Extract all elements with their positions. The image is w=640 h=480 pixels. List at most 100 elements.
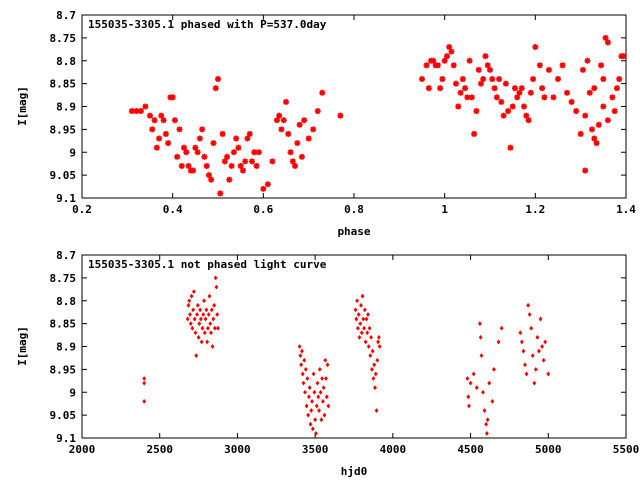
unphased-data-point bbox=[188, 321, 193, 327]
phased-data-point bbox=[287, 149, 294, 156]
unphased-x-tick-label: 3000 bbox=[224, 443, 251, 456]
phased-y-tick-label: 8.75 bbox=[50, 32, 77, 45]
phased-data-point bbox=[260, 185, 267, 192]
unphased-data-point bbox=[314, 431, 318, 436]
unphased-data-point bbox=[484, 431, 489, 436]
unphased-data-point bbox=[322, 412, 327, 418]
unphased-data-point bbox=[324, 376, 328, 381]
unphased-y-tick-label: 8.9 bbox=[56, 341, 76, 354]
unphased-data-point bbox=[321, 385, 326, 391]
phased-y-tick-label: 9 bbox=[69, 146, 76, 159]
phased-data-point bbox=[171, 117, 178, 124]
phased-data-point bbox=[208, 176, 215, 183]
phased-data-point bbox=[616, 76, 623, 83]
phased-data-point bbox=[498, 98, 505, 105]
unphased-y-tick-label: 8.8 bbox=[56, 295, 76, 308]
unphased-data-point bbox=[195, 312, 199, 317]
unphased-data-point bbox=[358, 321, 363, 327]
unphased-data-point bbox=[478, 334, 483, 340]
phased-data-point bbox=[518, 85, 525, 92]
unphased-data-point bbox=[465, 376, 470, 381]
phased-data-point bbox=[521, 103, 527, 110]
unphased-data-point bbox=[198, 307, 203, 313]
unphased-data-point bbox=[211, 316, 216, 322]
phased-data-point bbox=[294, 140, 301, 147]
unphased-data-point bbox=[468, 380, 473, 386]
phased-data-point bbox=[598, 62, 605, 69]
unphased-data-point bbox=[471, 371, 476, 377]
unphased-data-point bbox=[491, 366, 496, 372]
unphased-data-point bbox=[319, 417, 324, 423]
phased-y-tick-label: 8.85 bbox=[50, 78, 77, 91]
phased-data-point bbox=[273, 117, 280, 124]
phased-data-point bbox=[158, 112, 165, 119]
phased-data-point bbox=[425, 85, 432, 92]
phased-data-point bbox=[507, 144, 514, 151]
phased-data-point bbox=[511, 85, 518, 92]
unphased-x-tick-label: 2500 bbox=[146, 443, 173, 456]
unphased-data-point bbox=[365, 330, 370, 336]
phased-data-point bbox=[437, 85, 444, 92]
phased-data-point bbox=[434, 62, 441, 69]
unphased-data-point bbox=[309, 408, 314, 413]
unphased-data-point bbox=[205, 339, 210, 345]
phased-data-point bbox=[579, 66, 586, 73]
unphased-data-point bbox=[482, 408, 487, 413]
phased-data-point bbox=[196, 135, 203, 142]
unphased-data-point bbox=[363, 339, 368, 345]
phased-y-tick-label: 9.05 bbox=[50, 169, 77, 182]
phased-data-point bbox=[142, 103, 149, 110]
unphased-data-point bbox=[540, 344, 544, 349]
phased-data-point bbox=[151, 117, 158, 124]
phased-data-point bbox=[181, 144, 187, 151]
phased-data-point bbox=[305, 135, 312, 142]
phased-x-label: phase bbox=[337, 225, 370, 238]
phased-data-point bbox=[147, 112, 153, 119]
unphased-data-point bbox=[359, 330, 364, 336]
phased-data-point bbox=[573, 108, 580, 115]
unphased-points bbox=[142, 275, 551, 436]
phased-data-point bbox=[289, 158, 296, 165]
unphased-data-point bbox=[359, 302, 363, 308]
unphased-data-point bbox=[364, 316, 369, 322]
phased-data-point bbox=[239, 167, 246, 174]
phased-title: 155035-3305.1 phased with P=537.0day bbox=[88, 18, 327, 31]
unphased-data-point bbox=[185, 316, 190, 322]
phased-data-point bbox=[203, 162, 210, 169]
phased-data-point bbox=[496, 76, 503, 83]
phased-data-point bbox=[192, 144, 199, 151]
unphased-y-tick-label: 9.1 bbox=[56, 432, 76, 445]
phased-data-point bbox=[595, 121, 602, 128]
unphased-data-point bbox=[216, 325, 220, 331]
unphased-data-point bbox=[530, 353, 535, 359]
phased-x-tick-label: 1 bbox=[441, 203, 448, 216]
phased-data-point bbox=[253, 162, 260, 169]
phased-data-point bbox=[493, 94, 500, 101]
unphased-data-point bbox=[523, 362, 527, 368]
phased-data-point bbox=[471, 130, 478, 137]
phased-x-tick-label: 0.6 bbox=[253, 203, 273, 216]
phased-data-point bbox=[600, 76, 607, 83]
unphased-data-point bbox=[499, 325, 504, 331]
unphased-data-point bbox=[371, 376, 376, 381]
unphased-y-tick-label: 8.95 bbox=[50, 363, 77, 376]
unphased-data-point bbox=[186, 302, 191, 308]
phased-data-point bbox=[165, 140, 172, 147]
phased-y-label: I[mag] bbox=[16, 86, 29, 126]
unphased-data-point bbox=[320, 399, 325, 404]
phased-data-point bbox=[473, 108, 480, 115]
unphased-data-point bbox=[362, 325, 367, 331]
phased-data-point bbox=[215, 76, 221, 83]
unphased-data-point bbox=[361, 316, 366, 322]
unphased-x-tick-label: 3500 bbox=[302, 443, 329, 456]
phased-data-point bbox=[280, 117, 287, 124]
unphased-data-point bbox=[213, 275, 218, 281]
unphased-data-point bbox=[202, 330, 207, 336]
unphased-data-point bbox=[304, 403, 309, 409]
phased-data-point bbox=[482, 53, 489, 60]
unphased-data-point bbox=[311, 371, 316, 377]
phased-data-point bbox=[539, 85, 546, 92]
unphased-data-point bbox=[317, 408, 321, 413]
unphased-data-point bbox=[205, 325, 210, 331]
phased-data-point bbox=[559, 62, 566, 69]
